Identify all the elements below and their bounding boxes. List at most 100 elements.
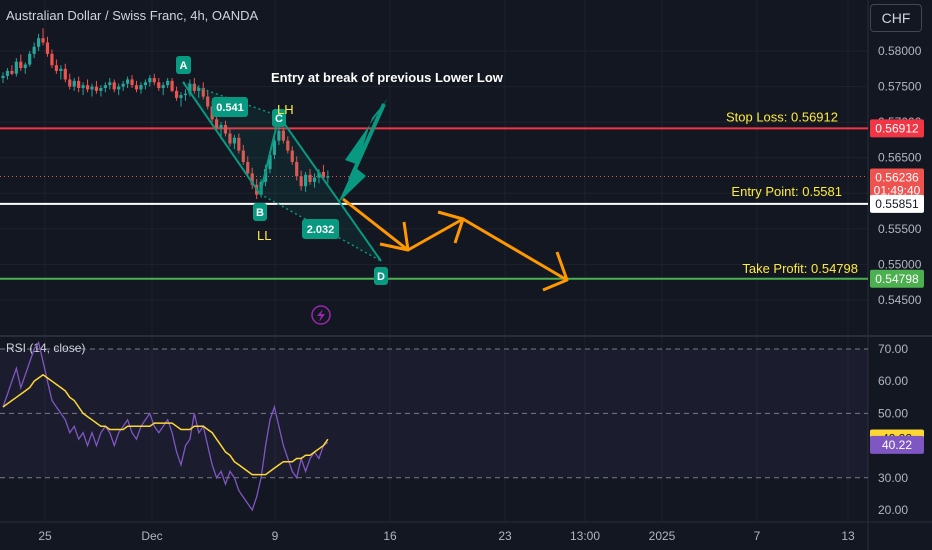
candle-body: [321, 171, 325, 178]
time-tick-label: 25: [38, 529, 52, 543]
price-tick-label: 0.55500: [878, 222, 922, 236]
last-price-badge: 01:49:40: [874, 183, 921, 197]
take-profit-badge-bg: [870, 269, 924, 288]
candle-body: [197, 87, 201, 91]
candle-body: [326, 176, 330, 178]
candle-body: [28, 53, 32, 65]
candlestick-series: [1, 28, 330, 199]
candle-body: [139, 85, 143, 90]
pattern-leg-BC: [259, 115, 280, 195]
candle-body: [63, 68, 67, 80]
price-tick-label: 0.54500: [878, 293, 922, 307]
rsi-value-badge-bg: [870, 435, 924, 454]
candle-body: [103, 85, 107, 88]
time-tick-label: 13: [841, 529, 855, 543]
pattern-triangle-bcd: [260, 116, 381, 261]
rsi-panel: RSI (14, close): [0, 341, 868, 512]
candle-body: [241, 150, 245, 162]
candle-body: [50, 53, 54, 66]
rsi-tick-label: 50.00: [878, 406, 908, 420]
candle-body: [201, 87, 205, 97]
price-tick-label: 0.56500: [878, 151, 922, 165]
pattern-leg-AB: [182, 81, 261, 195]
time-tick-label: 2025: [649, 529, 676, 543]
candle-body: [72, 80, 76, 87]
candle-body: [41, 38, 45, 43]
time-tick-label: 16: [383, 529, 397, 543]
rsi-tick-label: 60.00: [878, 374, 908, 388]
candle-body: [263, 169, 268, 182]
candle-body: [272, 140, 277, 155]
take-profit-label: Take Profit: 0.54798: [742, 261, 858, 276]
candle-body: [81, 85, 85, 88]
time-tick-label: 13:00: [570, 529, 600, 543]
candle-body: [183, 93, 188, 96]
take-profit-badge: 0.54798: [875, 272, 919, 286]
rsi-value-badge: 40.22: [882, 438, 912, 452]
candle-body: [237, 137, 241, 151]
candle-body: [1, 75, 5, 79]
pattern-leg-CD: [278, 115, 382, 262]
candle-body: [304, 174, 308, 187]
entry-point-label: Entry Point: 0.5581: [731, 184, 842, 199]
candle-body: [19, 61, 23, 69]
candle-body: [281, 130, 285, 141]
entry-badge-bg: [870, 194, 924, 213]
rsi-label: RSI (14, close): [6, 341, 85, 355]
candle-body: [32, 46, 36, 54]
candle-body: [299, 176, 303, 187]
candle-body: [94, 86, 99, 91]
candle-body: [117, 86, 121, 90]
candle-body: [268, 154, 272, 170]
symbol-title[interactable]: Australian Dollar / Swiss Franc, 4h, OAN…: [6, 8, 259, 23]
candle-body: [54, 65, 58, 71]
candle-body: [166, 80, 170, 86]
rsi-ma-line: [2, 373, 329, 476]
candle-body: [77, 80, 81, 88]
candle-body: [246, 161, 250, 174]
point-b-label-box: [253, 203, 267, 221]
candle-body: [59, 68, 63, 71]
ratio-cd-label-box: [302, 219, 339, 239]
candle-body: [85, 85, 90, 90]
stop-loss-badge: 0.56912: [875, 121, 919, 135]
candle-body: [286, 140, 290, 151]
time-tick-label: 9: [272, 529, 279, 543]
point-c-label: C: [275, 113, 283, 125]
last-price-badge-bg: [870, 168, 924, 199]
time-tick-label: Dec: [141, 529, 162, 543]
candle-body: [112, 82, 116, 90]
ratio-cd-label: 2.032: [307, 224, 335, 236]
entry-badge: 0.55851: [875, 197, 919, 211]
candle-body: [308, 174, 312, 182]
candle-body: [250, 173, 254, 185]
lower-high-label: LH: [277, 102, 294, 117]
candle-body: [99, 87, 103, 91]
projection-arrowhead-3: [542, 251, 569, 292]
stop-loss-badge-bg: [870, 119, 924, 138]
candle-body: [206, 96, 210, 107]
time-tick-label: 7: [754, 529, 761, 543]
price-badges: 0.569120.5623601:49:400.558510.5479842.2…: [870, 119, 924, 454]
candle-body: [174, 90, 179, 98]
point-d-label: D: [377, 271, 385, 283]
candle-body: [130, 79, 134, 86]
rsi-tick-label: 20.00: [878, 503, 908, 517]
price-levels: Stop Loss: 0.56912 Entry Point: 0.5581 Tak…: [0, 109, 868, 280]
projection-arrowhead-2: [437, 210, 465, 244]
candle-body: [37, 38, 41, 47]
candle-body: [317, 171, 321, 178]
price-tick-label: 0.57500: [878, 80, 922, 94]
entry-note: Entry at break of previous Lower Low: [271, 70, 504, 85]
currency-button[interactable]: CHF: [870, 4, 922, 32]
candle-body: [45, 42, 50, 54]
candle-body: [170, 80, 174, 91]
ratio-bc-label: 0.541: [216, 102, 244, 114]
pattern-triangle-abc: [183, 82, 279, 194]
point-a-label: A: [180, 60, 188, 72]
candle-body: [157, 82, 161, 88]
candle-body: [219, 124, 223, 128]
last-price-badge: 0.56236: [875, 170, 919, 184]
